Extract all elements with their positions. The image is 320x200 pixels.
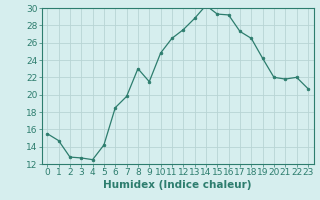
X-axis label: Humidex (Indice chaleur): Humidex (Indice chaleur) <box>103 180 252 190</box>
